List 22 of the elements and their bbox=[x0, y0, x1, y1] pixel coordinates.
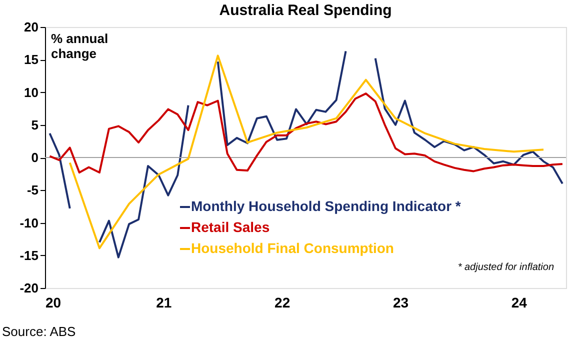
x-tick-label: 22 bbox=[274, 294, 290, 310]
y-tick-label: 0 bbox=[31, 150, 38, 165]
y-axis-title: % annual change bbox=[51, 31, 108, 61]
y-tick-label: -20 bbox=[20, 280, 38, 296]
y-tick-label: 5 bbox=[31, 117, 38, 132]
annotation: * adjusted for inflation bbox=[458, 262, 554, 273]
y-tick-label: 10 bbox=[24, 84, 38, 100]
x-tick-label: 21 bbox=[156, 294, 172, 310]
x-tick-label: 24 bbox=[511, 294, 528, 310]
y-tick-label: -10 bbox=[20, 215, 38, 230]
y-tick-label: -15 bbox=[20, 248, 38, 263]
legend-label: Household Final Consumption bbox=[191, 240, 394, 256]
x-tick-label: 23 bbox=[392, 294, 409, 310]
y-tick-label: 15 bbox=[24, 52, 38, 68]
chart-title: Australia Real Spending bbox=[219, 2, 392, 19]
y-tick-label: -5 bbox=[26, 182, 38, 198]
legend-label: Monthly Household Spending Indicator * bbox=[191, 198, 462, 214]
x-tick-label: 20 bbox=[46, 294, 62, 310]
source-note: Source: ABS bbox=[2, 324, 76, 339]
y-tick-label: 20 bbox=[24, 20, 38, 34]
line-series bbox=[48, 92, 564, 174]
legend-label: Retail Sales bbox=[191, 219, 270, 235]
